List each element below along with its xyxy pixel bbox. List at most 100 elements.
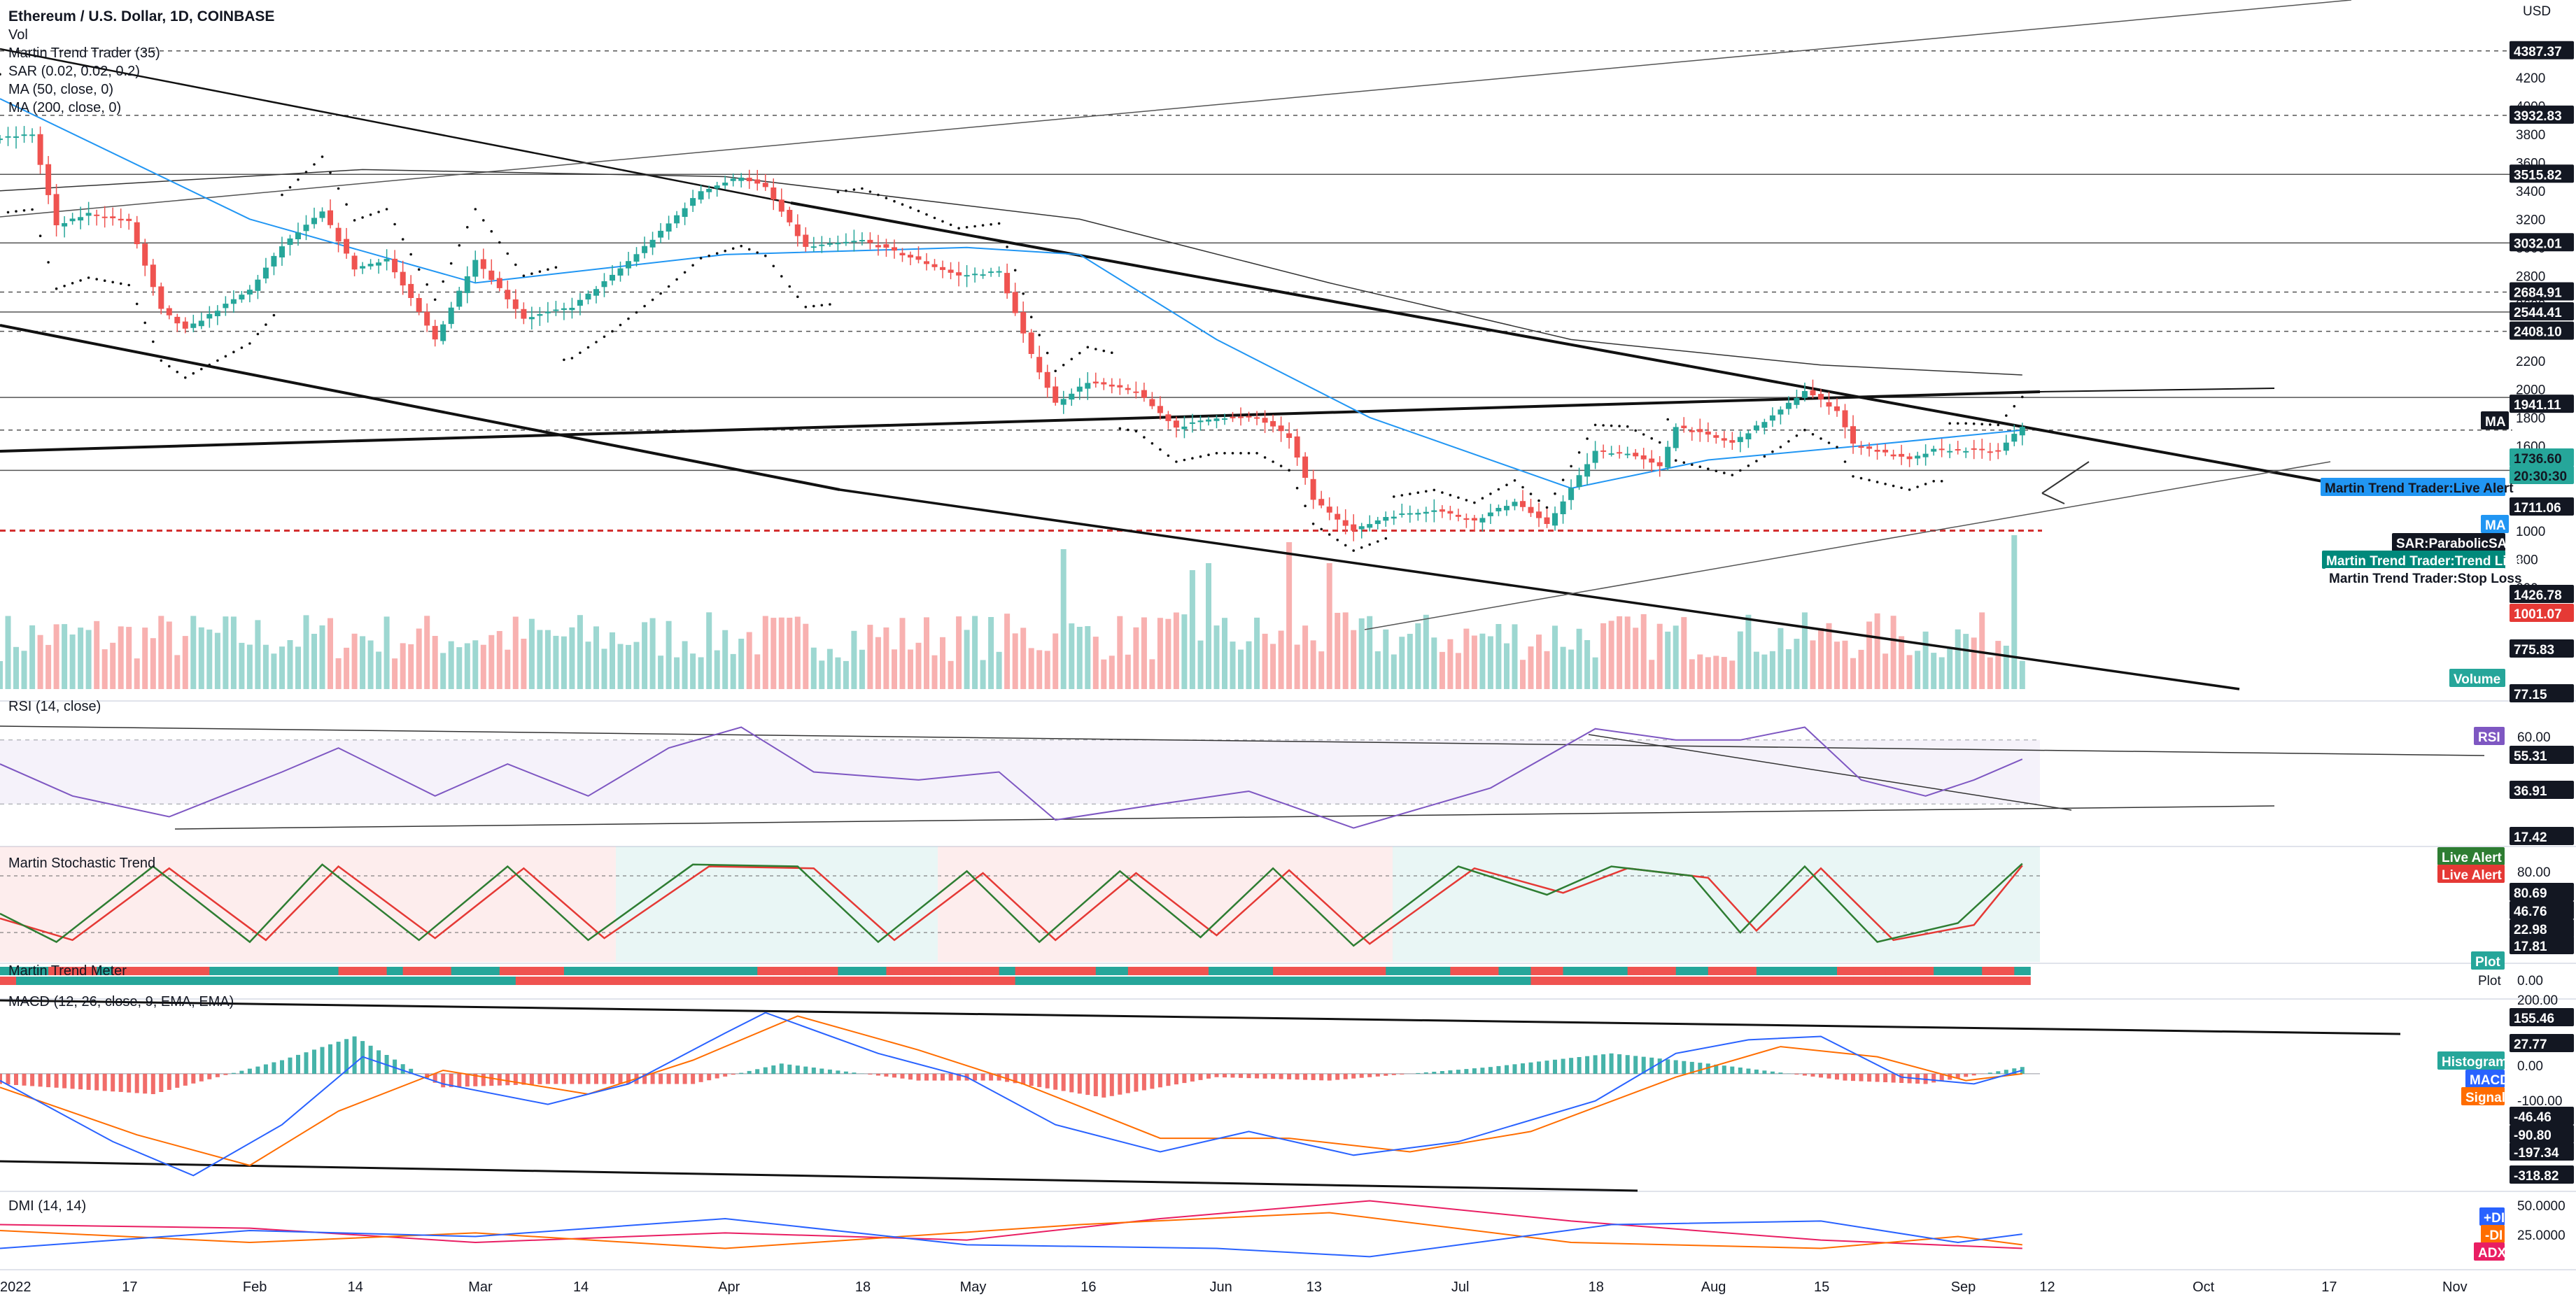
sar-dot [482,219,485,222]
price-tag[interactable]: 2408.10 [2514,325,2562,340]
sar-dot [498,241,501,244]
price-tag[interactable]: 2684.91 [2514,286,2562,301]
volume-bar [940,637,945,689]
sar-dot [909,206,912,209]
macd-histogram-bar [941,1073,945,1081]
time-tick-label: 13 [1307,1280,1322,1295]
rsi-value-tag[interactable]: 77.15 [2514,688,2547,702]
macd-histogram-bar [239,1070,244,1074]
meter-cell [531,967,549,975]
volume-bar [996,651,1002,689]
sar-dot [256,332,260,336]
price-tag[interactable]: 1736.60 [2514,452,2562,467]
price-tag[interactable]: 20:30:30 [2514,469,2567,484]
price-tag[interactable]: 1001.07 [2514,607,2562,622]
meter-cell [145,977,162,985]
macd-histogram-bar [481,1073,486,1086]
meter-cell [1917,977,1934,985]
dmi-legend-tag[interactable]: +DI [2484,1211,2505,1226]
candle-body [658,230,664,238]
stoch-value-tag[interactable]: 46.76 [2514,905,2547,919]
candle-body [1117,385,1123,388]
candle-body [1826,402,1832,407]
stoch-value-tag[interactable]: 80.69 [2514,886,2547,901]
right-tag[interactable]: SAR:ParabolicSAR [2396,537,2517,551]
sar-dot [595,341,598,343]
stoch-value-tag[interactable]: 17.81 [2514,940,2547,954]
indicator-panes[interactable] [0,725,2485,1258]
volume-bar [1721,657,1727,689]
right-tag[interactable]: Martin Trend Trader:Stop Loss [2329,572,2522,586]
candle-body [182,321,188,329]
macd-histogram-bar [199,1073,204,1082]
sar-dot [651,298,654,302]
price-tag[interactable]: 1941.11 [2514,398,2561,413]
macd-histogram-bar [1472,1068,1477,1074]
macd-value-tag[interactable]: -197.34 [2514,1146,2559,1161]
volume-bar [1479,633,1486,689]
volume-bar [85,630,92,689]
macd-histogram-bar [1029,1073,1034,1086]
rsi-value-tag[interactable]: 36.91 [2514,784,2547,799]
price-tag[interactable]: 3515.82 [2514,168,2562,183]
price-axis[interactable]: USD6008001000120014001600180020002200240… [2321,4,2574,1261]
macd-value-tag[interactable]: -318.82 [2514,1169,2559,1184]
meter-cell [80,977,97,985]
macd-histogram-bar [626,1073,631,1084]
macd-value-tag[interactable]: 155.46 [2514,1012,2554,1026]
sar-dot [1892,484,1895,488]
price-tag[interactable]: 3932.83 [2514,109,2562,124]
candle-body [311,218,317,225]
right-tag[interactable]: MA [2485,415,2506,430]
macd-value-tag[interactable]: -46.46 [2514,1110,2552,1125]
right-tag[interactable]: Volume [2454,672,2500,687]
candle-body [1947,451,1953,453]
right-tag[interactable]: Martin Trend Trader:Live Alert [2325,481,2514,496]
stoch-legend-tag[interactable]: Live Alert [2442,851,2503,865]
rsi-legend-tag[interactable]: RSI [2478,730,2500,745]
right-tag-bg [2449,669,2505,687]
price-tag[interactable]: 1426.78 [2514,588,2562,603]
macd-histogram-bar [577,1073,582,1084]
macd-legend-tag[interactable]: Signal [2465,1091,2505,1105]
meter-cell [612,967,629,975]
sar-dot [1650,437,1653,440]
stoch-legend-tag[interactable]: Live Alert [2442,868,2503,883]
macd-legend-tag[interactable]: Histogram [2442,1055,2507,1070]
macd-histogram-bar [30,1073,35,1086]
price-tag[interactable]: 4387.37 [2514,45,2562,59]
meter-cell [902,977,919,985]
volume-bar [1012,633,1018,689]
stoch-value-tag[interactable]: 22.98 [2514,923,2547,937]
meter-cell [1724,967,1741,975]
price-pane[interactable] [0,0,2352,690]
meter-cell [1289,977,1306,985]
rsi-value-tag[interactable]: 17.42 [2514,830,2547,845]
macd-histogram-bar [183,1073,188,1086]
price-tag[interactable]: 3032.01 [2514,236,2562,251]
price-tag[interactable]: 1711.06 [2514,501,2561,516]
meter-legend-tag[interactable]: Plot [2475,955,2501,970]
candle-body [1310,479,1316,500]
meter-cell [1659,977,1677,985]
macd-value-tag[interactable]: -90.80 [2514,1128,2552,1143]
macd-histogram-bar [1134,1073,1139,1092]
price-tag[interactable]: 2544.41 [2514,306,2562,320]
meter-cell [1982,977,1999,985]
sar-dot [1577,451,1581,454]
macd-legend-tag[interactable]: MACD [2470,1073,2510,1088]
macd-value-tag[interactable]: 27.77 [2514,1037,2547,1052]
dmi-legend-tag[interactable]: ADX [2478,1246,2506,1261]
time-axis[interactable]: 2022 17 Feb 14 Mar 14 Apr 18 May 16 Jun 13 Jul 18 Aug 1… [0,1280,2468,1295]
dmi-legend-tag[interactable]: -DI [2485,1228,2503,1243]
right-tag[interactable]: Martin Trend Trader:Trend Line [2326,554,2522,569]
macd-histogram-bar [247,1068,252,1074]
right-tag[interactable]: MA [2485,518,2506,533]
candle-body [1995,450,2001,452]
volume-bar [1560,646,1566,689]
sar-dot [1433,488,1436,492]
volume-bar [835,657,841,689]
rsi-value-tag[interactable]: 55.31 [2514,749,2547,764]
price-tag[interactable]: 775.83 [2514,643,2554,658]
